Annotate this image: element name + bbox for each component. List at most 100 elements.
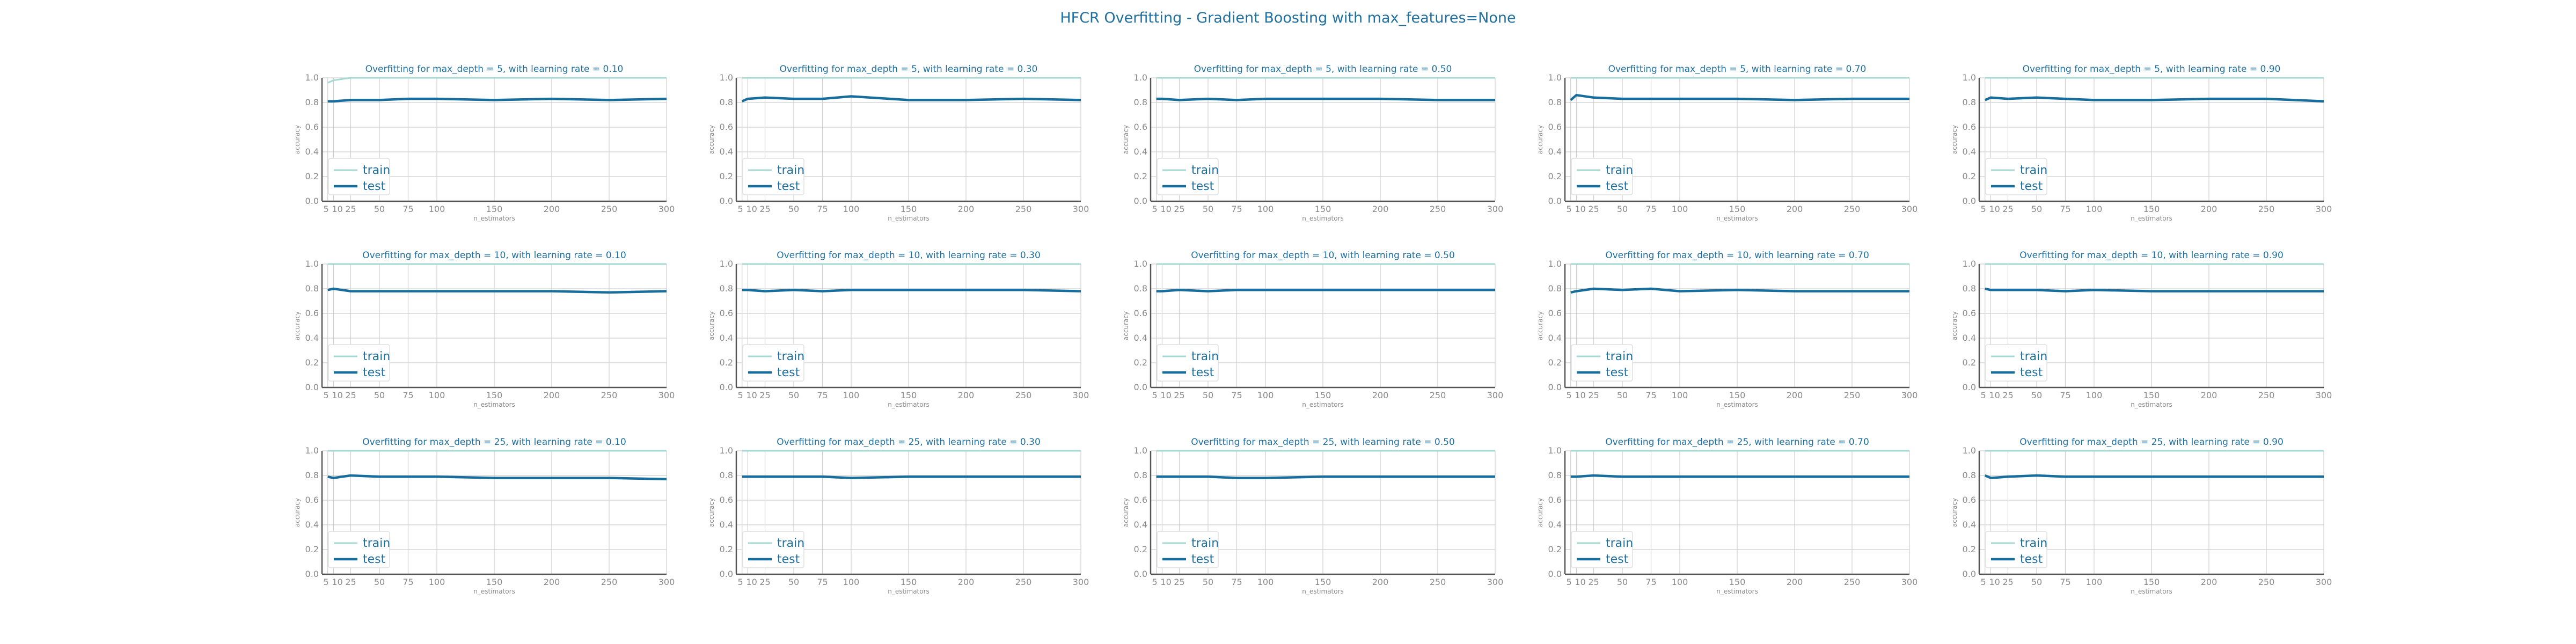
x-tick-label: 10	[746, 390, 757, 400]
x-tick-label: 300	[658, 390, 675, 400]
y-tick-label: 1.0	[720, 259, 733, 269]
x-tick-label: 10	[1575, 204, 1585, 214]
subplot-title: Overfitting for max_depth = 25, with lea…	[1191, 437, 1455, 448]
x-tick-label: 150	[486, 390, 503, 400]
y-tick-label: 1.0	[1963, 259, 1976, 269]
y-tick-label: 0.8	[305, 97, 319, 107]
x-axis-label: n_estimators	[1302, 215, 1344, 222]
x-axis-label: n_estimators	[473, 215, 515, 222]
x-tick-label: 300	[1901, 204, 1918, 214]
x-tick-label: 5	[1567, 577, 1572, 587]
y-tick-label: 0.6	[720, 308, 733, 318]
y-axis-label: accuracy	[1951, 311, 1958, 340]
legend-label-train: train	[1191, 164, 1219, 177]
y-tick-label: 1.0	[1548, 445, 1562, 456]
y-tick-label: 0.0	[1963, 569, 1976, 579]
legend: train test	[742, 158, 804, 195]
y-tick-label: 0.8	[720, 97, 733, 107]
y-tick-label: 1.0	[1963, 72, 1976, 83]
subplot-title: Overfitting for max_depth = 25, with lea…	[2019, 437, 2284, 448]
y-tick-label: 0.0	[720, 196, 733, 206]
legend-label-test: test	[363, 180, 386, 193]
x-tick-label: 300	[1901, 577, 1918, 587]
x-tick-label: 100	[2086, 204, 2103, 214]
x-tick-label: 75	[402, 204, 413, 214]
x-tick-label: 200	[544, 390, 560, 400]
y-tick-label: 0.0	[305, 196, 319, 206]
y-axis-label: accuracy	[708, 125, 715, 154]
y-tick-label: 0.6	[1134, 495, 1147, 505]
x-tick-label: 75	[1645, 577, 1656, 587]
legend-label-train: train	[777, 350, 804, 363]
y-tick-label: 1.0	[305, 445, 319, 456]
x-tick-label: 100	[1672, 577, 1688, 587]
series-line-test	[1985, 287, 2324, 292]
y-tick-label: 1.0	[1548, 259, 1562, 269]
y-tick-label: 0.8	[1134, 283, 1147, 294]
x-tick-label: 100	[1672, 204, 1688, 214]
x-tick-label: 100	[1672, 390, 1688, 400]
y-tick-label: 0.6	[1963, 122, 1976, 132]
y-tick-label: 0.8	[720, 470, 733, 480]
x-axis-label: n_estimators	[2131, 215, 2172, 222]
y-tick-label: 1.0	[720, 72, 733, 83]
x-tick-label: 200	[1787, 390, 1803, 400]
y-axis-label: accuracy	[708, 498, 715, 527]
x-tick-label: 10	[332, 204, 342, 214]
y-tick-label: 0.8	[305, 283, 319, 294]
y-tick-label: 0.4	[1963, 333, 1976, 343]
legend: train test	[1571, 344, 1633, 382]
series-line-test	[742, 475, 1081, 479]
legend-label-train: train	[2020, 537, 2047, 550]
y-tick-label: 0.2	[305, 171, 319, 181]
subplot-title: Overfitting for max_depth = 25, with lea…	[362, 437, 626, 448]
x-tick-label: 150	[486, 577, 503, 587]
y-tick-label: 0.8	[305, 470, 319, 480]
legend-label-test: test	[2020, 553, 2043, 566]
x-tick-label: 5	[1567, 390, 1572, 400]
y-tick-label: 0.2	[1134, 357, 1147, 368]
y-tick-label: 0.4	[305, 147, 319, 157]
x-tick-label: 250	[1844, 577, 1861, 587]
x-tick-label: 250	[2258, 390, 2275, 400]
y-tick-label: 0.0	[1134, 196, 1147, 206]
subplot: Overfitting for max_depth = 5, with lear…	[1122, 64, 1503, 222]
y-tick-label: 0.2	[720, 544, 733, 554]
series-line-test	[1156, 475, 1495, 479]
x-tick-label: 250	[2258, 577, 2275, 587]
x-tick-label: 5	[1981, 577, 1986, 587]
legend-label-test: test	[777, 180, 800, 193]
x-tick-label: 50	[1203, 577, 1213, 587]
subplot: Overfitting for max_depth = 5, with lear…	[1536, 64, 1918, 222]
y-tick-label: 1.0	[720, 445, 733, 456]
x-tick-label: 300	[1487, 204, 1504, 214]
legend-label-test: test	[1606, 366, 1629, 379]
x-tick-label: 75	[2060, 577, 2070, 587]
series-line-test	[1570, 474, 1909, 478]
x-tick-label: 50	[1617, 390, 1628, 400]
x-tick-label: 300	[1487, 577, 1504, 587]
legend-label-train: train	[2020, 164, 2047, 177]
x-tick-label: 75	[817, 577, 828, 587]
x-axis-label: n_estimators	[888, 588, 930, 595]
legend: train test	[328, 344, 390, 382]
y-tick-label: 0.4	[305, 519, 319, 530]
legend-label-test: test	[2020, 366, 2043, 379]
legend-label-train: train	[777, 537, 804, 550]
subplot: Overfitting for max_depth = 25, with lea…	[1951, 437, 2332, 595]
x-tick-label: 25	[759, 577, 770, 587]
x-axis-label: n_estimators	[888, 401, 930, 408]
x-tick-label: 75	[2060, 390, 2070, 400]
x-tick-label: 25	[2002, 577, 2013, 587]
x-tick-label: 300	[1487, 390, 1504, 400]
x-tick-label: 100	[843, 577, 860, 587]
x-tick-label: 25	[2002, 390, 2013, 400]
x-tick-label: 150	[901, 204, 917, 214]
x-tick-label: 150	[2143, 390, 2160, 400]
x-tick-label: 200	[544, 204, 560, 214]
y-tick-label: 1.0	[1134, 72, 1147, 83]
legend: train test	[1985, 158, 2047, 195]
legend-label-train: train	[363, 537, 390, 550]
x-tick-label: 150	[1729, 390, 1746, 400]
x-tick-label: 5	[324, 390, 329, 400]
